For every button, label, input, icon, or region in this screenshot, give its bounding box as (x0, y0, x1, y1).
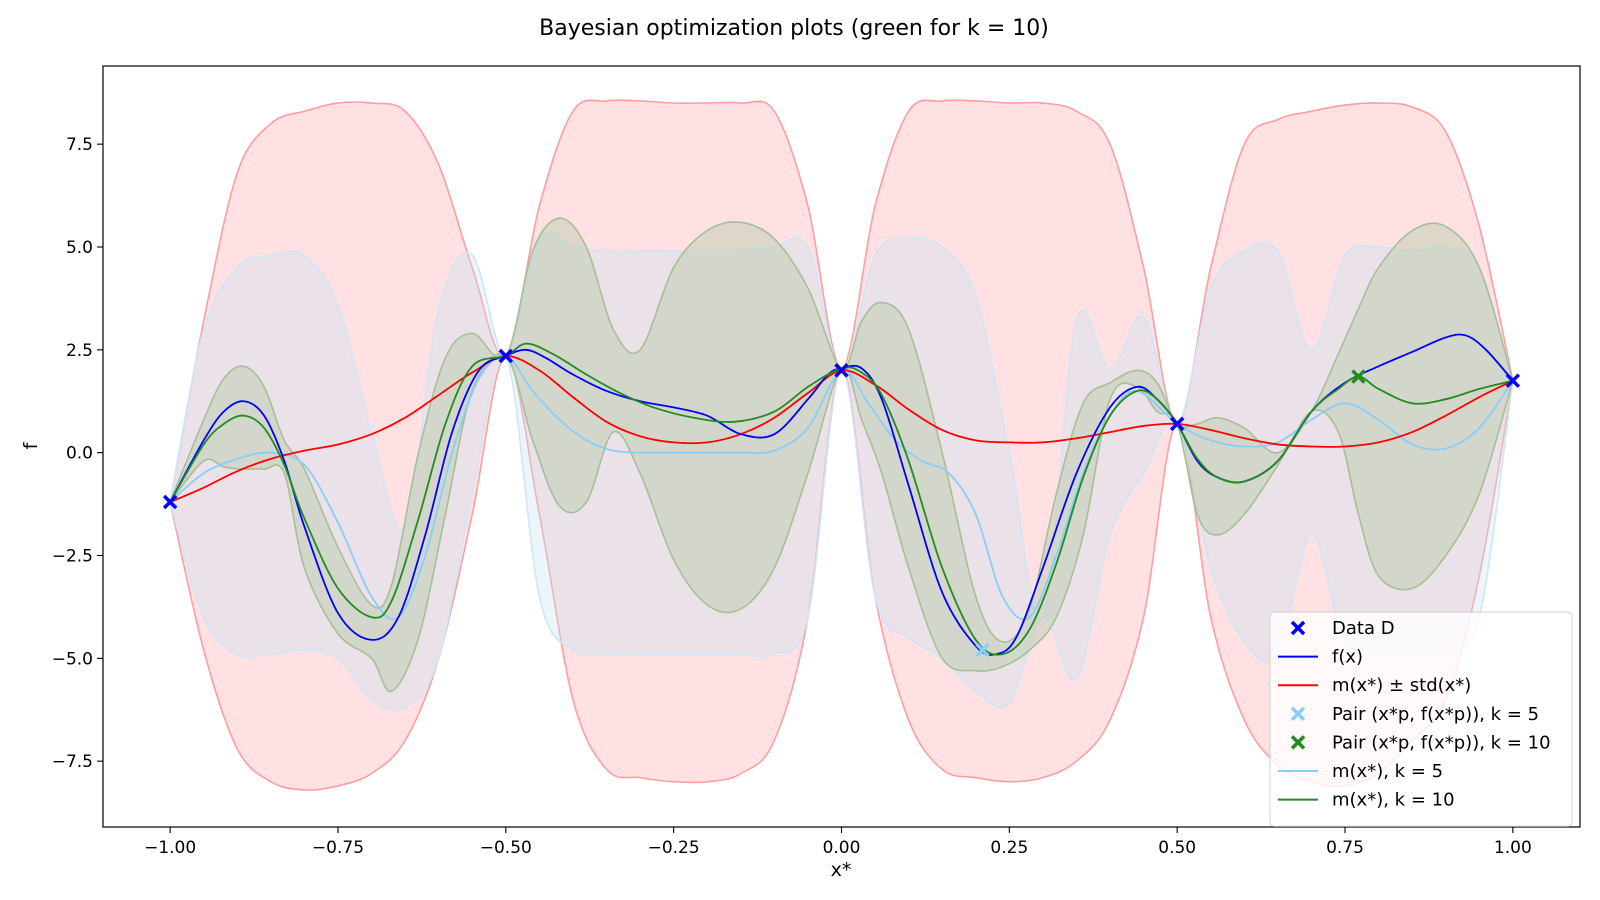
data-point-marker (1169, 416, 1185, 432)
data-point-marker (498, 348, 514, 364)
legend-marker-x-stroke-b (1290, 620, 1306, 636)
data-point-marker (834, 363, 849, 378)
legend-label: m(x*), k = 10 (1332, 790, 1455, 811)
x-tick-label: −0.75 (312, 838, 364, 858)
y-tick-label: 2.5 (66, 341, 93, 361)
x-tick-label: −1.00 (144, 838, 196, 858)
legend-marker-x-stroke-b (1290, 735, 1306, 750)
pair-k10-marker (1351, 369, 1366, 384)
data-point-marker (1505, 373, 1521, 388)
pair-k5-marker (975, 642, 990, 658)
y-axis-label: f (20, 441, 42, 449)
std-band-k5 (170, 232, 1513, 711)
chart-title: Bayesian optimization plots (green for k… (539, 16, 1049, 41)
legend-label: Pair (x*p, f(x*p)), k = 10 (1332, 732, 1551, 753)
data-point-marker-stroke-b (1169, 416, 1185, 432)
std-band-k5-lower-edge (169, 353, 1514, 712)
y-tick-label: 0.0 (66, 444, 93, 464)
std-band-k5-upper-edge (169, 231, 1514, 621)
data-point-marker-stroke-b (498, 348, 514, 364)
x-tick-label: −0.50 (480, 838, 532, 858)
x-tick-label: 0.25 (990, 838, 1028, 858)
series-line-mean-k10 (169, 342, 1514, 656)
legend-label: m(x*) ± std(x*) (1332, 675, 1471, 696)
x-axis-label: x* (831, 859, 852, 881)
x-tick-label: 0.00 (823, 838, 861, 858)
data-point-marker-stroke-b (834, 363, 849, 378)
legend-label: Pair (x*p, f(x*p)), k = 5 (1332, 704, 1539, 725)
legend-label: Data D (1332, 618, 1395, 639)
legend-marker-x (1290, 620, 1306, 636)
pair-k10-marker-stroke-b (1351, 369, 1366, 384)
legend-marker-x-stroke-b (1290, 706, 1306, 722)
std-band-k10 (170, 218, 1513, 692)
legend-marker-x (1290, 735, 1306, 750)
x-tick-label: 1.00 (1494, 838, 1532, 858)
data-point-marker (162, 494, 178, 510)
y-tick-label: −2.5 (52, 547, 93, 567)
y-tick-label: 7.5 (66, 135, 93, 155)
x-tick-label: 0.75 (1326, 838, 1364, 858)
legend-label: m(x*), k = 5 (1332, 761, 1443, 782)
ticks: −1.00 −0.75 −0.50 −0.25 0.00 0.25 0.50 0.75 1.00… (52, 135, 1532, 858)
y-tick-label: −5.0 (52, 649, 93, 669)
legend-box (1269, 611, 1573, 827)
data-point-marker-stroke-b (1505, 373, 1521, 388)
data-point-marker-stroke-b (162, 494, 178, 510)
y-tick-label: 5.0 (66, 238, 93, 258)
x-tick-label: 0.50 (1158, 838, 1196, 858)
legend-label: f(x) (1332, 647, 1363, 668)
legend-marker-x (1290, 706, 1306, 722)
std-band-k10-upper-edge (169, 217, 1514, 643)
y-tick-label: −7.5 (52, 752, 93, 772)
legend: Data D f(x) m(x*) ± std(x*) Pair (x*p, f(x*… (1269, 611, 1573, 827)
pair-k5-marker-stroke-b (975, 642, 990, 658)
x-tick-label: −0.25 (648, 838, 700, 858)
